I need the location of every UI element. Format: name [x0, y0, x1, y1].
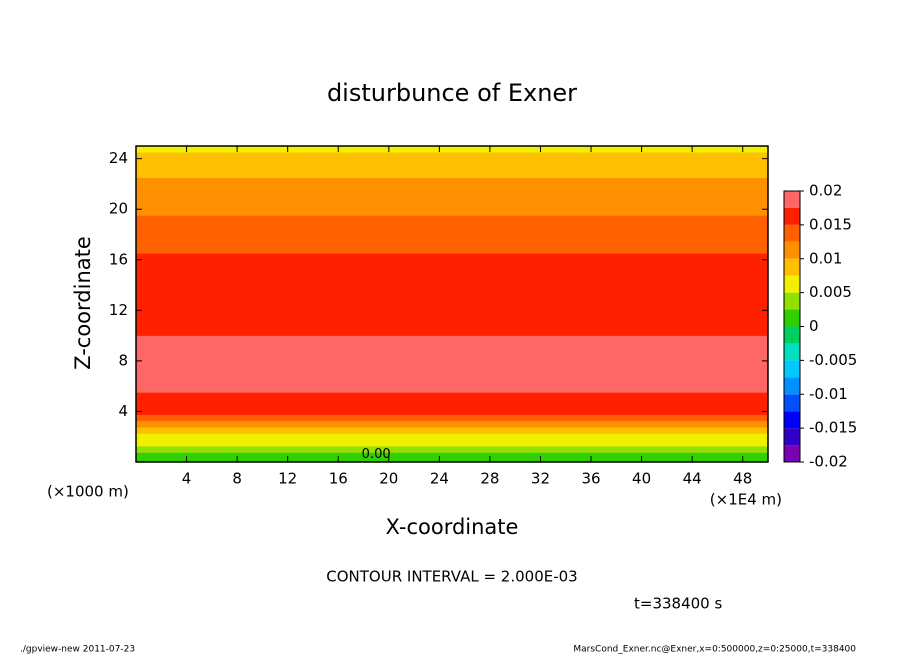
field-band — [135, 189, 769, 204]
x-tick-label: 36 — [581, 470, 600, 488]
colorbar-tick-label: 0.015 — [809, 215, 852, 233]
x-tick-label: 48 — [733, 470, 752, 488]
colorbar-swatch — [784, 377, 800, 395]
colorbar-tick-label: -0.01 — [809, 385, 848, 403]
field-band — [135, 164, 769, 178]
x-tick-label: 12 — [278, 470, 297, 488]
field-band — [135, 202, 769, 216]
field-band — [135, 152, 769, 166]
y-tick-label: 16 — [109, 250, 128, 268]
field-band — [135, 253, 769, 279]
field-band — [135, 426, 769, 434]
time-label: t=338400 s — [634, 595, 722, 613]
y-tick-label: 20 — [109, 200, 128, 218]
field-band — [135, 335, 769, 355]
x-tick-label: 40 — [632, 470, 651, 488]
field-band — [135, 445, 769, 453]
x-tick-label: 4 — [182, 470, 192, 488]
y-axis-label: Z-coordinate — [71, 236, 95, 370]
plot-frame — [135, 145, 769, 463]
x-tick-label: 44 — [683, 470, 702, 488]
field-band — [135, 310, 769, 336]
x-tick-label: 28 — [480, 470, 499, 488]
colorbar-swatch — [784, 241, 800, 259]
field-band — [135, 420, 769, 428]
colorbar-swatch — [784, 360, 800, 378]
contour-label: 0.00 — [362, 447, 391, 462]
footer-right: MarsCond_Exner.nc@Exner,x=0:500000,z=0:2… — [573, 645, 856, 654]
colorbar-tick-label: -0.005 — [809, 351, 857, 369]
colorbar-tick-label: 0.01 — [809, 249, 842, 267]
field-band — [135, 404, 769, 415]
colorbar-tick-label: -0.02 — [809, 453, 848, 471]
field-band — [135, 373, 769, 393]
colorbar-swatch — [784, 207, 800, 225]
field-band — [135, 354, 769, 374]
x-tick-label: 8 — [232, 470, 242, 488]
footer-left: ./gpview-new 2011-07-23 — [20, 645, 135, 654]
y-tick-label: 12 — [109, 301, 128, 319]
field-band — [135, 414, 769, 422]
colorbar-swatch — [784, 326, 800, 344]
colorbar-swatch — [784, 292, 800, 310]
field-band — [135, 452, 769, 460]
y-tick-label: 4 — [118, 402, 128, 420]
colorbar-tick-label: 0 — [809, 317, 819, 335]
colorbar-tick-label: 0.005 — [809, 283, 852, 301]
field-band — [135, 278, 769, 311]
y-tick-label: 8 — [118, 351, 128, 369]
x-tick-label: 24 — [430, 470, 449, 488]
contour-interval: CONTOUR INTERVAL = 2.000E-03 — [326, 568, 577, 586]
x-tick-label: 32 — [531, 470, 550, 488]
colorbar-swatch — [784, 428, 800, 446]
chart-title: disturbunce of Exner — [327, 79, 577, 107]
field-band — [135, 433, 769, 441]
colorbar-swatch — [784, 258, 800, 276]
field-band — [135, 234, 769, 254]
y-tick-label: 24 — [109, 149, 128, 167]
colorbar-swatch — [784, 411, 800, 429]
colorbar-swatch — [784, 343, 800, 361]
x-tick-label: 16 — [329, 470, 348, 488]
field-band — [135, 177, 769, 191]
x-axis-label: X-coordinate — [386, 515, 519, 539]
y-unit: (×1000 m) — [47, 483, 129, 501]
field-band — [135, 439, 769, 447]
field-band — [135, 392, 769, 406]
colorbar-swatch — [784, 275, 800, 293]
field-band — [135, 145, 769, 153]
colorbar-tick-label: -0.015 — [809, 419, 857, 437]
field-band — [135, 215, 769, 235]
colorbar-swatch — [784, 394, 800, 412]
x-tick-label: 20 — [379, 470, 398, 488]
x-unit: (×1E4 m) — [710, 491, 782, 509]
colorbar-swatch — [784, 309, 800, 327]
colorbar-swatch — [784, 224, 800, 242]
colorbar-tick-label: 0.02 — [809, 182, 842, 200]
colorbar-swatch — [784, 191, 800, 208]
colorbar-swatch — [784, 445, 800, 462]
